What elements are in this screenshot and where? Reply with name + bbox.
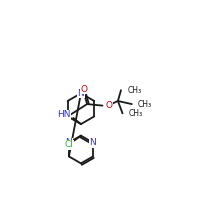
- Text: N: N: [66, 138, 72, 147]
- Text: CH₃: CH₃: [127, 86, 141, 95]
- Text: CH₃: CH₃: [137, 100, 151, 109]
- Text: O: O: [106, 101, 113, 110]
- Text: O: O: [81, 85, 88, 94]
- Text: CH₃: CH₃: [129, 109, 143, 118]
- Text: HN: HN: [57, 110, 70, 119]
- Text: Cl: Cl: [64, 140, 73, 149]
- Text: N: N: [90, 138, 96, 147]
- Text: N: N: [78, 89, 84, 98]
